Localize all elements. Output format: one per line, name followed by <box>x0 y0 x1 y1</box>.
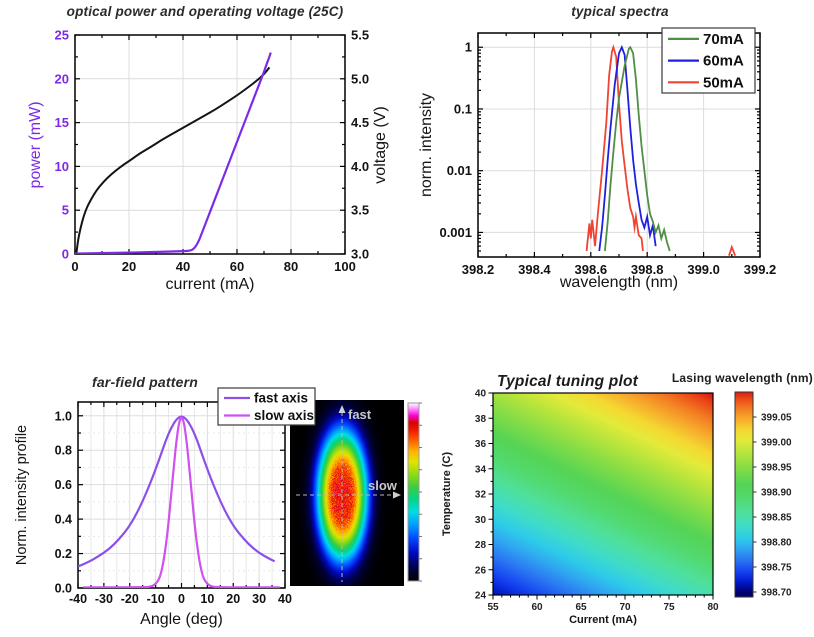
farfield-ylabel: Norm. intensity profile <box>14 424 30 566</box>
farfield-chart-canvas <box>0 340 450 637</box>
tuning-ylabel: Temperature (C) <box>441 451 453 537</box>
liv-panel: optical power and operating voltage (25C… <box>0 0 400 300</box>
spectra-ylabel: norm. intensity <box>418 92 435 198</box>
liv-title: optical power and operating voltage (25C… <box>66 4 344 19</box>
tuning-title: Typical tuning plot <box>497 373 638 390</box>
spectra-panel: typical spectra norm. intensity waveleng… <box>400 0 814 300</box>
liv-xlabel: current (mA) <box>165 276 255 293</box>
liv-ylabel-right: voltage (V) <box>372 106 389 184</box>
spectra-chart-canvas <box>400 0 814 300</box>
tuning-panel: Typical tuning plot Lasing wavelength (n… <box>420 340 814 637</box>
farfield-panel: far-field pattern Norm. intensity profil… <box>0 340 450 637</box>
tuning-colorbar-title: Lasing wavelength (nm) <box>671 371 813 385</box>
liv-chart-canvas <box>0 0 400 300</box>
spectra-xlabel: wavelength (nm) <box>559 274 679 291</box>
liv-ylabel-left: power (mW) <box>27 101 44 189</box>
spectra-title: typical spectra <box>571 4 669 19</box>
farfield-title: far-field pattern <box>91 374 199 390</box>
tuning-chart-canvas <box>420 340 814 637</box>
farfield-xlabel: Angle (deg) <box>140 611 223 628</box>
tuning-xlabel: Current (mA) <box>569 614 637 626</box>
